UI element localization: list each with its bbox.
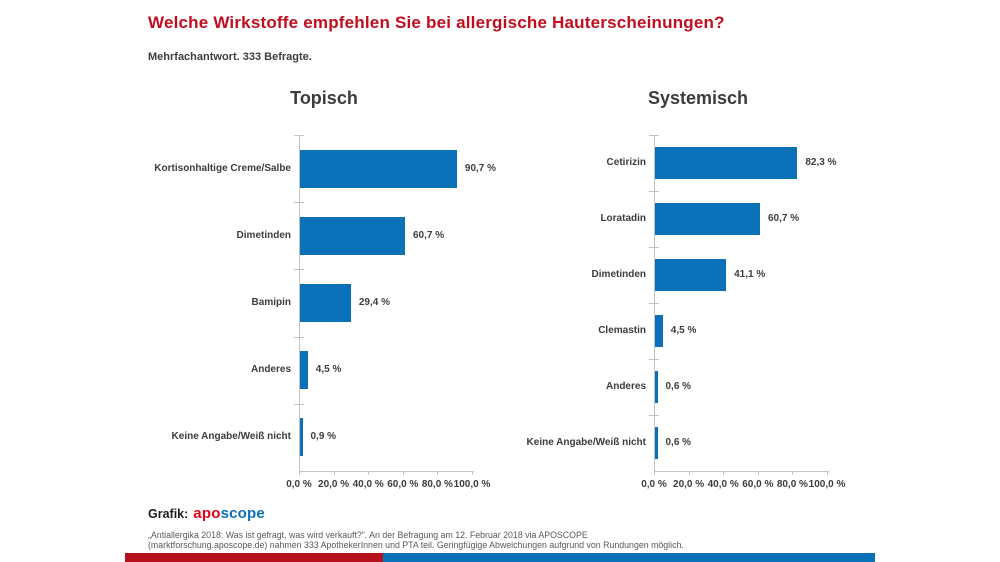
value-label: 0,9 % bbox=[310, 431, 337, 443]
category-tick bbox=[649, 303, 659, 304]
x-tick-label: 80,0 % bbox=[421, 479, 453, 490]
x-axis-line bbox=[299, 471, 474, 472]
credit: Grafik: aposcope bbox=[148, 505, 265, 522]
bar bbox=[655, 315, 663, 347]
x-tick-label: 80,0 % bbox=[776, 479, 808, 490]
bottom-bar-red-segment bbox=[125, 553, 383, 562]
credit-label: Grafik: bbox=[148, 507, 189, 521]
category-tick bbox=[649, 415, 659, 416]
x-tick-label: 60,0 % bbox=[742, 479, 774, 490]
value-label: 60,7 % bbox=[413, 229, 445, 241]
category-label: Bamipin bbox=[251, 297, 291, 308]
footnote-line-1: „Antiallergika 2018: Was ist gefragt, wa… bbox=[148, 530, 588, 540]
x-axis-tick bbox=[299, 471, 300, 475]
category-tick bbox=[294, 269, 304, 271]
logo-scope: scope bbox=[220, 505, 265, 522]
page-title: Welche Wirkstoffe empfehlen Sie bei alle… bbox=[148, 13, 725, 32]
category-label: Keine Angabe/Weiß nicht bbox=[526, 437, 646, 448]
category-tick bbox=[294, 202, 304, 204]
bar bbox=[655, 203, 760, 235]
x-tick-label: 60,0 % bbox=[387, 479, 419, 490]
x-tick-label: 40,0 % bbox=[707, 479, 739, 490]
chart-systemisch: Systemisch 0,0 % 20,0 % 40,0 % 60,0 % 80,0 % 1… bbox=[485, 88, 865, 518]
bar bbox=[300, 149, 457, 188]
value-label: 4,5 % bbox=[315, 364, 342, 376]
category-tick bbox=[294, 403, 304, 405]
bar bbox=[655, 259, 727, 291]
category-tick bbox=[649, 135, 659, 136]
category-tick bbox=[649, 247, 659, 248]
category-label: Dimetinden bbox=[591, 269, 646, 280]
x-axis-tick bbox=[437, 471, 439, 475]
x-axis-tick bbox=[723, 471, 725, 475]
category-label: Clemastin bbox=[598, 325, 646, 336]
category-label: Keine Angabe/Weiß nicht bbox=[171, 431, 291, 443]
x-axis-line bbox=[654, 471, 829, 472]
x-axis-tick bbox=[402, 471, 404, 475]
x-tick-label: 20,0 % bbox=[673, 479, 705, 490]
category-label: Anderes bbox=[605, 381, 646, 392]
category-label: Anderes bbox=[250, 364, 291, 376]
x-tick-label: 100,0 % bbox=[808, 479, 846, 490]
bar bbox=[655, 147, 798, 179]
value-label: 4,5 % bbox=[670, 325, 697, 336]
bottom-bar-blue-segment bbox=[383, 553, 875, 562]
bar bbox=[300, 284, 351, 322]
bar bbox=[300, 216, 405, 255]
x-tick-label: 100,0 % bbox=[453, 479, 491, 490]
x-tick-label: 20,0 % bbox=[318, 479, 350, 490]
category-tick bbox=[294, 135, 304, 136]
y-axis-line bbox=[299, 135, 300, 471]
value-label: 0,6 % bbox=[665, 437, 692, 448]
x-tick-label: 40,0 % bbox=[352, 479, 384, 490]
category-label: Loratadin bbox=[600, 213, 646, 224]
page-subtitle: Mehrfachantwort. 333 Befragte. bbox=[148, 51, 312, 63]
aposcope-logo: aposcope bbox=[193, 505, 265, 522]
bottom-accent-bar bbox=[125, 553, 875, 562]
chart-title: Topisch bbox=[290, 88, 358, 108]
category-tick bbox=[649, 191, 659, 192]
bar bbox=[300, 351, 308, 390]
footnote-line-2: (marktforschung.aposcope.de) nahmen 333 … bbox=[148, 540, 684, 550]
category-label: Cetirizin bbox=[606, 157, 646, 168]
x-axis-tick bbox=[368, 471, 370, 475]
chart-topisch: Topisch 0,0 % 20,0 % 40,0 % 60,0 % 80,0 % 100,… bbox=[130, 88, 510, 518]
value-label: 82,3 % bbox=[805, 157, 837, 168]
x-axis-tick bbox=[333, 471, 335, 475]
value-label: 90,7 % bbox=[464, 162, 497, 174]
bar bbox=[300, 418, 303, 457]
value-label: 41,1 % bbox=[734, 269, 766, 280]
x-axis-tick bbox=[472, 471, 473, 475]
x-axis-tick bbox=[792, 471, 794, 475]
category-label: Kortisonhaltige Creme/Salbe bbox=[154, 162, 291, 174]
chart-title: Systemisch bbox=[647, 88, 749, 108]
x-tick-label: 0,0 % bbox=[286, 479, 312, 490]
x-axis-tick bbox=[827, 471, 828, 475]
x-axis-tick bbox=[688, 471, 690, 475]
category-label: Dimetinden bbox=[236, 229, 291, 241]
logo-apo: apo bbox=[193, 505, 221, 522]
value-label: 29,4 % bbox=[358, 297, 390, 308]
x-axis-tick bbox=[654, 471, 655, 475]
bar bbox=[655, 371, 658, 403]
bar bbox=[655, 427, 658, 459]
value-label: 60,7 % bbox=[768, 213, 800, 224]
x-axis-tick bbox=[757, 471, 759, 475]
category-tick bbox=[649, 359, 659, 360]
footnote: „Antiallergika 2018: Was ist gefragt, wa… bbox=[148, 530, 684, 550]
value-label: 0,6 % bbox=[665, 381, 692, 392]
x-tick-label: 0,0 % bbox=[641, 479, 667, 490]
category-tick bbox=[294, 336, 304, 338]
